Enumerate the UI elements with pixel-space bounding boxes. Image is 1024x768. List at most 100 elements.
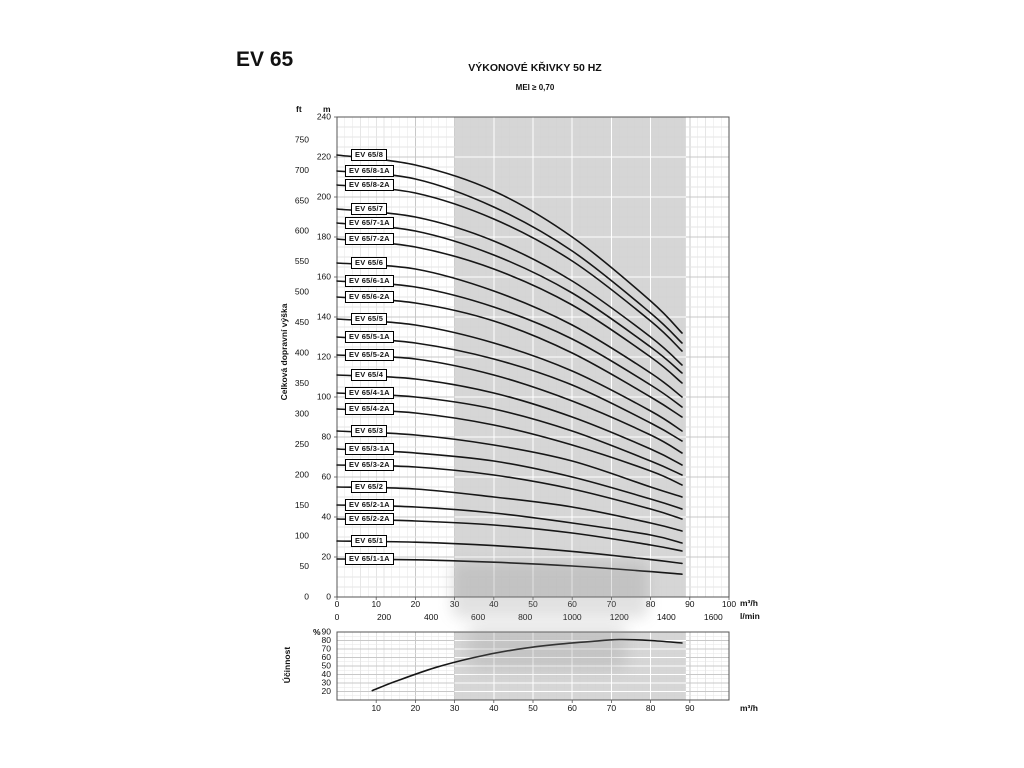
tick-label: 600 [295,226,309,236]
tick-label: 140 [317,312,331,322]
curve-efficiency [371,638,683,692]
tick-label: 200 [317,192,331,202]
tick-label: 0 [304,592,309,602]
head-curves [336,154,683,575]
tick-label: 60 [567,599,577,609]
tick-label: 60 [322,472,332,482]
tick-label: 700 [295,165,309,175]
tick-label: 300 [295,409,309,419]
tick-label: 80 [646,599,656,609]
curve-label: EV 65/7-2A [345,233,394,245]
tick-label: 400 [424,612,438,622]
curve-EV-65-1 [336,540,683,565]
tick-label: 450 [295,317,309,327]
curve-label: EV 65/2-2A [345,513,394,525]
curve-label: EV 65/2 [351,481,388,493]
curve-EV-65-5 [336,318,683,432]
curve-EV-65-4-2A [336,408,683,486]
curve-EV-65-5-1A [336,336,683,442]
tick-label: 40 [489,599,499,609]
tick-label: 20 [322,686,332,696]
tick-label: 90 [685,599,695,609]
curve-EV-65-2-2A [336,518,683,552]
tick-label: 70 [607,703,617,713]
tick-label: 90 [685,703,695,713]
tick-label: 250 [295,439,309,449]
tick-label: 150 [295,500,309,510]
tick-label: 240 [317,112,331,122]
tick-label: 50 [528,599,538,609]
tick-label: 20 [322,552,332,562]
tick-label: 0 [335,612,340,622]
tick-label: 180 [317,232,331,242]
curve-EV-65-2 [336,486,683,532]
tick-label: 10 [371,599,381,609]
tick-label: 90 [322,627,332,637]
tick-label: 120 [317,352,331,362]
curve-label: EV 65/3 [351,425,388,437]
tick-label: 40 [489,703,499,713]
tick-label: 40 [322,669,332,679]
curve-EV-65-8-1A [336,170,683,344]
tick-label: 20 [411,599,421,609]
curve-label: EV 65/3-2A [345,459,394,471]
tick-label: 600 [471,612,485,622]
tick-label: 1000 [563,612,582,622]
unit-percent-label: % [313,627,321,637]
curve-label: EV 65/6-2A [345,291,394,303]
tick-label: 1600 [704,612,723,622]
curve-label: EV 65/4-1A [345,387,394,399]
tick-label: 650 [295,195,309,205]
curve-EV-65-8 [336,154,683,334]
curve-EV-65-1-1A [336,558,683,575]
head-axis-ticks: 0 10 20 30 40 50 60 70 80 90 1000 200 400 600 800 1000 1… [295,112,737,623]
tick-label: 30 [322,678,332,688]
unit-m3h-label: m³/h [740,598,758,608]
curve-label: EV 65/5-2A [345,349,394,361]
curve-EV-65-7 [336,208,683,366]
curve-EV-65-6-2A [336,296,683,418]
eff-curve [371,638,683,692]
tick-label: 50 [300,561,310,571]
unit-ft-label: ft [296,104,302,114]
head-y-axis-label: Celková dopravní výška [279,303,289,401]
curve-EV-65-7-2A [336,238,683,384]
curve-EV-65-3 [336,430,683,498]
tick-label: 200 [377,612,391,622]
curve-EV-65-4 [336,374,683,466]
tick-label: 80 [322,432,332,442]
curve-EV-65-3-1A [336,448,683,510]
tick-label: 750 [295,134,309,144]
curve-EV-65-6-1A [336,280,683,408]
curve-label: EV 65/8-2A [345,179,394,191]
curve-EV-65-2-1A [336,504,683,544]
eff-y-axis-label: Účinnost [282,646,292,684]
tick-label: 80 [322,635,332,645]
mei-note: MEI ≥ 0,70 [515,83,555,92]
tick-label: 40 [322,512,332,522]
tick-label: 70 [607,599,617,609]
curve-EV-65-7-1A [336,222,683,374]
curve-EV-65-5-2A [336,354,683,454]
tick-label: 50 [322,661,332,671]
curve-label: EV 65/1-1A [345,553,394,565]
tick-label: 20 [411,703,421,713]
tick-label: 160 [317,272,331,282]
curve-label: EV 65/4-2A [345,403,394,415]
tick-label: 30 [450,599,460,609]
tick-label: 100 [722,599,736,609]
tick-label: 1400 [657,612,676,622]
curve-EV-65-6 [336,262,683,398]
tick-label: 60 [567,703,577,713]
tick-label: 800 [518,612,532,622]
tick-label: 200 [295,470,309,480]
tick-label: 100 [317,392,331,402]
page-title: VÝKONOVÉ KŘIVKY 50 HZ [468,62,602,74]
tick-label: 100 [295,531,309,541]
curve-label: EV 65/2-1A [345,499,394,511]
tick-label: 350 [295,378,309,388]
curve-label: EV 65/5-1A [345,331,394,343]
